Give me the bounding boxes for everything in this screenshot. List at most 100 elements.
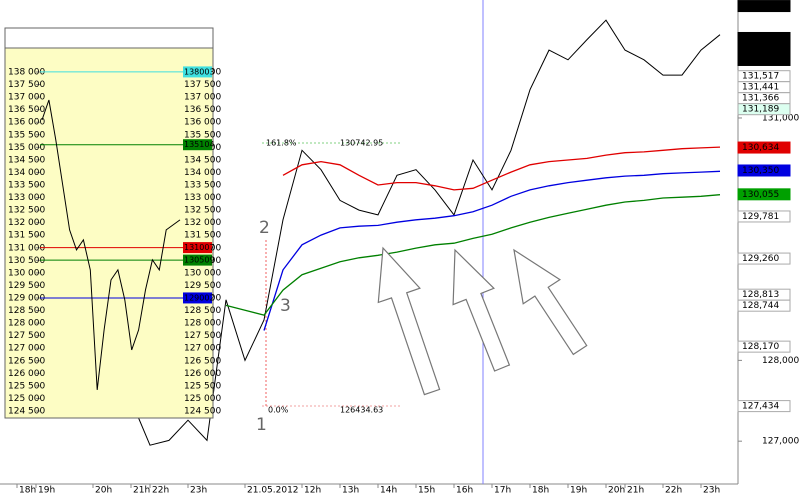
y-tick-label: 125 000	[8, 394, 45, 404]
y-tick-label: 129 500	[8, 281, 45, 291]
y-tick-label: 128 000	[8, 319, 45, 329]
price-tag	[737, 299, 791, 312]
price-tag-label: 128,744	[742, 301, 779, 311]
inset-header	[4, 27, 214, 49]
x-tick-label: 12h	[304, 486, 321, 496]
price-tag-label: 131,366	[742, 94, 779, 104]
price-tag-label: 131,990	[742, 55, 779, 65]
level-tag	[183, 292, 212, 304]
y-tick-label: 132 000	[8, 218, 45, 228]
price-tag-label: 130,350	[742, 166, 779, 176]
x-tick-label: 20h	[95, 486, 112, 496]
price-tag-label: 131,441	[742, 83, 779, 93]
price-tag	[737, 141, 791, 154]
y-tick-label: 128 000	[184, 319, 221, 329]
price-tag	[737, 210, 791, 223]
price-tag-label: 131,189	[742, 105, 779, 115]
y-tick-label: 127 000	[184, 344, 221, 354]
price-tag	[737, 164, 791, 177]
y-tick-label: 129 000	[8, 293, 45, 303]
price-line	[282, 146, 721, 191]
price-tag	[737, 0, 791, 13]
x-tick-label: 14h	[380, 486, 397, 496]
price-tag	[737, 400, 791, 413]
y-tick-label: 134 500	[184, 155, 221, 165]
y-tick-label: 130 000	[184, 268, 221, 278]
x-tick-label: 19h	[38, 486, 55, 496]
y-tick-label: 128 500	[8, 306, 45, 316]
y-tick-label: 136 000	[184, 118, 221, 128]
y-tick-label: 128,000	[762, 356, 799, 366]
price-tag-label: 129,781	[742, 212, 779, 222]
price-line	[225, 194, 721, 316]
y-tick-label: 126 500	[8, 356, 45, 366]
price-tag-label: 131,990	[742, 33, 779, 43]
annotation: 1	[256, 415, 267, 435]
price-tag-label: 128,813	[742, 290, 779, 300]
y-tick-label: 131 000	[8, 243, 45, 253]
price-line	[130, 19, 721, 446]
y-tick-label: 130 500	[8, 256, 45, 266]
y-tick-label: 125 000	[184, 394, 221, 404]
x-tick-label: 22h	[665, 486, 682, 496]
y-tick-label: 132 500	[8, 206, 45, 216]
x-tick-label: 16h	[456, 486, 473, 496]
y-tick-label: 131,000	[762, 113, 799, 123]
level-tag-label: 138003	[184, 67, 215, 76]
y-tick-label: 135 500	[184, 130, 221, 140]
y-tick-label: 137 500	[8, 80, 45, 90]
level-tag	[183, 66, 212, 78]
level-tag-label: 130509	[184, 256, 215, 265]
arrow	[452, 248, 511, 372]
y-tick-label: 127 500	[184, 331, 221, 341]
y-tick-label: 124 500	[184, 406, 221, 416]
x-tick-label: 23h	[703, 486, 720, 496]
price-tag	[737, 53, 791, 66]
price-tag-label: 130,634	[742, 143, 779, 153]
x-tick-label: 18h	[532, 486, 549, 496]
x-tick-label: 22h	[152, 486, 169, 496]
price-tag-label: 128,170	[742, 342, 779, 352]
price-tag-label: 129,260	[742, 254, 779, 264]
y-tick-label: 137 500	[184, 80, 221, 90]
y-tick-label: 135 500	[8, 130, 45, 140]
x-tick-label: 13h	[342, 486, 359, 496]
y-tick-label: 124 500	[8, 406, 45, 416]
x-tick-label: 23h	[190, 486, 207, 496]
y-tick-label: 126 000	[184, 369, 221, 379]
y-tick-label: 130 000	[8, 268, 45, 278]
x-tick-label: 21.05.2012	[247, 486, 299, 496]
y-tick-label: 125 500	[8, 381, 45, 391]
annotation: 0.0%	[268, 406, 289, 415]
x-tick-label: 20h	[608, 486, 625, 496]
y-tick-label: 134 000	[8, 168, 45, 178]
y-tick-label: 136 500	[8, 105, 45, 115]
price-tag-label: 130,055	[742, 190, 779, 200]
level-tag-label: 131007	[184, 243, 215, 252]
y-tick-label: 125 500	[184, 381, 221, 391]
x-tick-label: 21h	[133, 486, 150, 496]
annotation: 2	[259, 218, 270, 238]
price-tag	[737, 252, 791, 265]
x-tick-label: 18h	[19, 486, 36, 496]
annotation: 3	[280, 296, 291, 316]
annotation: 161.8%	[266, 139, 297, 148]
arrow	[377, 246, 441, 396]
y-tick-label: 126 500	[184, 356, 221, 366]
y-tick-label: 136 000	[8, 118, 45, 128]
arrow	[513, 248, 588, 356]
y-tick-label: 131 500	[8, 231, 45, 241]
y-tick-label: 134 500	[8, 155, 45, 165]
x-tick-label: 21h	[627, 486, 644, 496]
y-tick-label: 133 500	[8, 180, 45, 190]
y-tick-label: 127 500	[8, 331, 45, 341]
price-tag-label: 127,434	[742, 402, 779, 412]
x-tick-label: 15h	[418, 486, 435, 496]
price-tag-label: 131,990	[742, 44, 779, 54]
y-tick-label: 127,000	[762, 437, 799, 447]
y-tick-label: 128 500	[184, 306, 221, 316]
y-tick-label: 127 000	[8, 344, 45, 354]
y-tick-label: 133 500	[184, 180, 221, 190]
price-tag	[737, 103, 791, 116]
